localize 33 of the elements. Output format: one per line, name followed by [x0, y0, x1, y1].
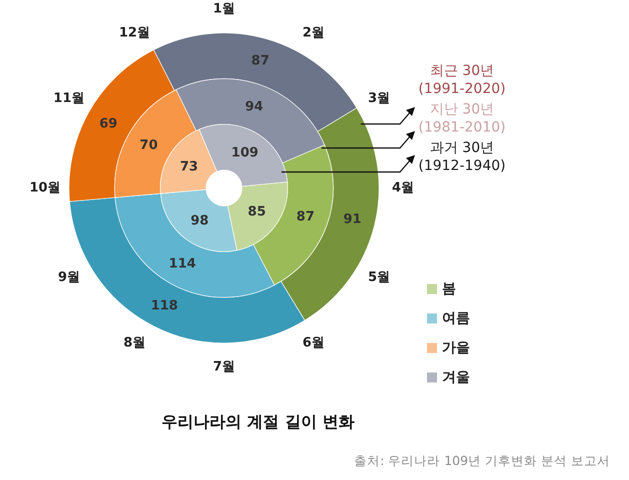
legend-label: 봄: [442, 281, 456, 297]
data-label: 85: [248, 204, 266, 220]
text: 우리나라의 계절 길이 변화: [162, 412, 354, 431]
text: 9월: [58, 270, 80, 285]
text: 8월: [123, 336, 146, 351]
text: 1월: [212, 2, 236, 16]
data-label: 87: [251, 53, 270, 68]
text: 5월: [368, 270, 390, 285]
slice-label: 지난 30년 (1981-2010): [418, 102, 506, 136]
slice-label: 최근 30년 (1991-2020): [418, 63, 506, 97]
text: 10월: [29, 180, 61, 196]
legend-label: 여름: [442, 310, 470, 326]
text: 6월: [302, 336, 325, 351]
data-label: 73: [180, 159, 198, 174]
data-label: 94: [245, 99, 264, 114]
data-label: 98: [190, 213, 209, 228]
text: 3월: [368, 91, 390, 106]
data-label: 118: [150, 298, 178, 314]
slice-label: 과거 30년 (1912-1940): [418, 140, 506, 174]
legend-label: 가을: [442, 340, 470, 356]
text: 2월: [302, 25, 325, 40]
data-label: 114: [168, 256, 196, 272]
text: 7월: [212, 360, 236, 374]
text: 4월: [392, 180, 414, 196]
data-label: 91: [343, 212, 362, 227]
data-label: 109: [231, 145, 258, 160]
legend-label: 겨울: [442, 370, 470, 386]
text: 11월: [53, 91, 85, 106]
data-label: 87: [296, 210, 315, 225]
data-label: 70: [140, 138, 158, 153]
text: 12월: [118, 25, 150, 40]
source-note: 출처: 우리나라 109년 기후변화 분석 보고서: [354, 453, 610, 468]
data-label: 69: [99, 116, 118, 132]
